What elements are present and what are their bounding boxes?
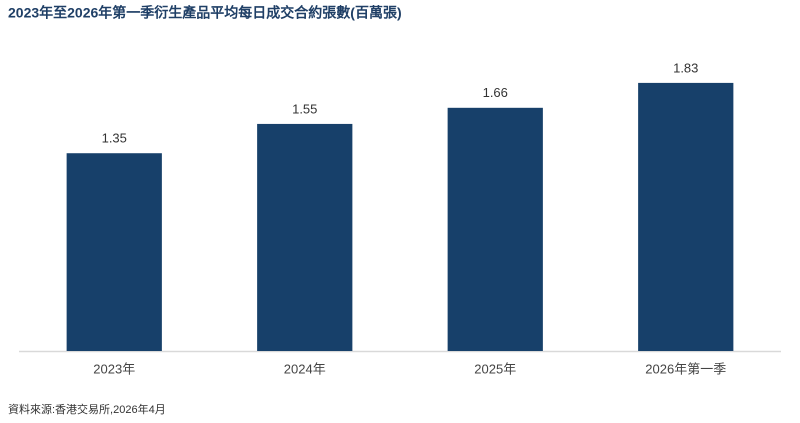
value-label: 1.83: [673, 60, 698, 75]
value-label: 1.55: [292, 101, 317, 116]
value-label: 1.66: [483, 85, 508, 100]
x-tick-label: 2023年: [93, 361, 135, 376]
bar: [638, 82, 734, 351]
bar: [447, 107, 543, 351]
x-tick-label: 2025年: [474, 361, 516, 376]
bar: [66, 153, 162, 351]
source-note: 資料來源:香港交易所,2026年4月: [8, 402, 166, 416]
chart-title: 2023年至2026年第一季衍生產品平均每日成交合約張數(百萬張): [8, 5, 402, 21]
x-tick-label: 2024年: [284, 361, 326, 376]
bar: [257, 123, 353, 351]
x-tick-label: 2026年第一季: [645, 361, 726, 376]
value-label: 1.35: [102, 131, 127, 146]
